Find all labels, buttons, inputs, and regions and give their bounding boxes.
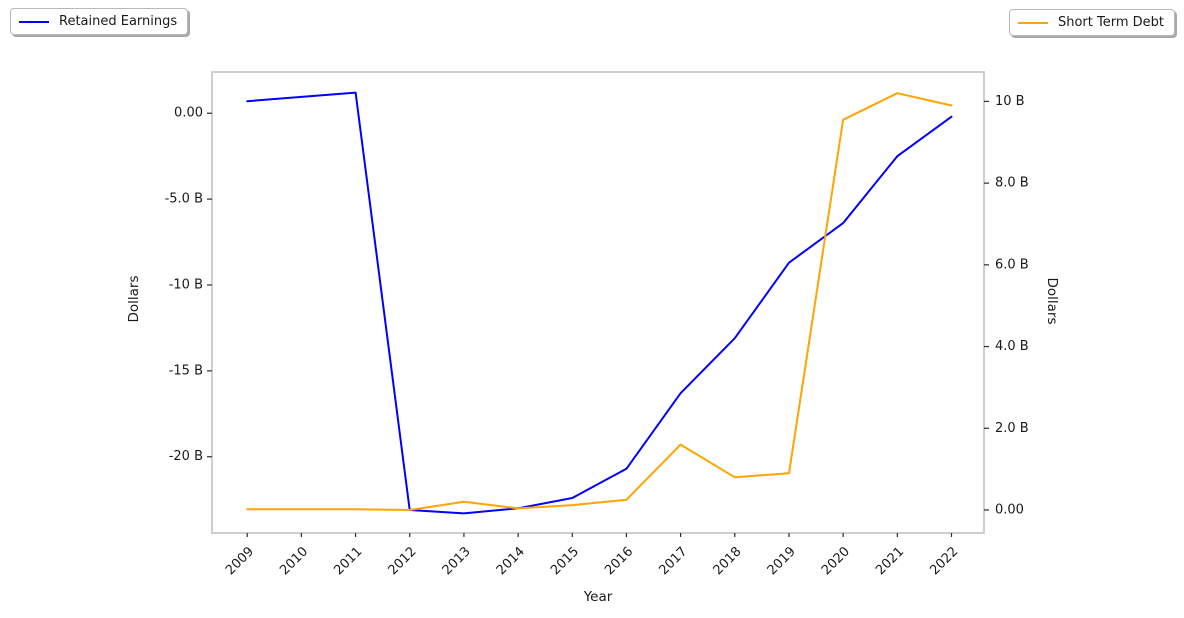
x-tick-label: 2010: [277, 544, 311, 578]
y-left-tick-label: -10 B: [169, 277, 203, 292]
legend-line-sample-blue: [19, 20, 49, 23]
y-right-tick-label: 4.0 B: [995, 339, 1029, 354]
y-axis-title-left: Dollars: [126, 275, 142, 323]
x-tick-label: 2011: [331, 544, 365, 578]
x-tick-label: 2014: [494, 544, 528, 578]
x-tick-label: 2015: [548, 544, 582, 578]
y-right-tick-label: 8.0 B: [995, 176, 1029, 191]
x-tick-label: 2012: [386, 544, 420, 578]
x-tick-label: 2021: [873, 544, 907, 578]
plot-frame: [211, 71, 985, 534]
legend-line-sample-orange: [1017, 21, 1048, 24]
x-tick-label: 2009: [223, 544, 257, 578]
y-axis-title-right: Dollars: [1044, 277, 1060, 325]
short-term-debt-line: [246, 92, 953, 511]
y-right-tick-label: 0.00: [995, 502, 1024, 517]
y-left-tick-label: -5.0 B: [165, 192, 203, 207]
x-tick-label: 2020: [819, 544, 853, 578]
legend-retained-earnings: Retained Earnings: [10, 8, 189, 35]
x-tick-label: 2022: [927, 544, 961, 578]
legend-label-short-term-debt: Short Term Debt: [1057, 15, 1164, 30]
x-axis-title: Year: [583, 589, 613, 605]
y-left-tick-label: 0.00: [174, 106, 203, 121]
legend-short-term-debt: Short Term Debt: [1008, 9, 1175, 36]
y-left-tick-label: -20 B: [169, 449, 203, 464]
legend-label-retained-earnings: Retained Earnings: [59, 14, 178, 29]
x-tick-label: 2013: [440, 544, 474, 578]
y-left-tick-label: -15 B: [169, 363, 203, 378]
x-tick-label: 2019: [765, 544, 799, 578]
x-tick-label: 2016: [602, 544, 636, 578]
y-right-tick-label: 2.0 B: [995, 421, 1029, 436]
x-tick-label: 2018: [711, 544, 745, 578]
retained-earnings-line: [246, 91, 953, 515]
y-right-tick-label: 6.0 B: [995, 257, 1029, 272]
y-right-tick-label: 10 B: [995, 94, 1025, 109]
x-tick-label: 2017: [656, 544, 690, 578]
